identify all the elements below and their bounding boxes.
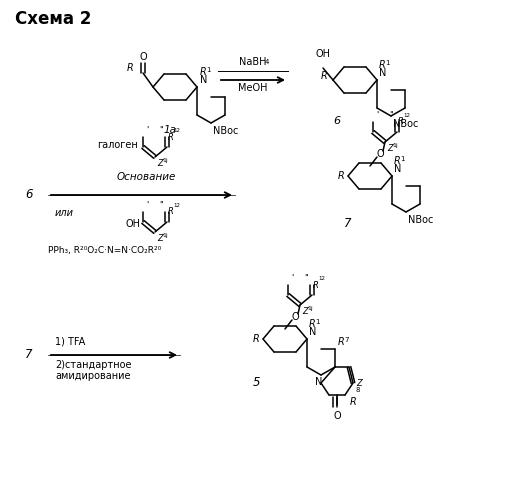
Text: 1j: 1j	[392, 143, 398, 148]
Text: '': ''	[389, 111, 393, 120]
Text: ': '	[146, 201, 148, 210]
Text: 12: 12	[173, 128, 180, 133]
Text: Z: Z	[356, 378, 362, 388]
Text: 1a: 1a	[164, 125, 177, 135]
Text: 8: 8	[356, 387, 360, 393]
Text: 5: 5	[253, 376, 261, 390]
Text: 7: 7	[344, 217, 352, 230]
Text: амидирование: амидирование	[55, 371, 130, 381]
Text: 12: 12	[403, 113, 410, 118]
Text: 1j: 1j	[307, 306, 312, 311]
Text: R: R	[338, 337, 345, 347]
Text: N: N	[315, 377, 322, 387]
Text: MeOH: MeOH	[238, 83, 268, 93]
Text: R: R	[168, 132, 174, 141]
Text: R: R	[126, 63, 133, 73]
Text: ': '	[376, 111, 378, 120]
Text: NBoc: NBoc	[213, 126, 238, 136]
Text: 2)стандартное: 2)стандартное	[55, 360, 132, 370]
Text: NBoc: NBoc	[393, 119, 418, 129]
Text: 12: 12	[318, 276, 325, 281]
Text: N: N	[309, 327, 316, 337]
Text: 12: 12	[173, 203, 180, 208]
Text: O: O	[376, 149, 384, 159]
Text: 7: 7	[344, 337, 349, 343]
Text: Схема 2: Схема 2	[15, 10, 92, 28]
Text: N: N	[200, 75, 207, 85]
Text: R: R	[350, 397, 357, 407]
Text: O: O	[139, 52, 147, 62]
Text: R: R	[309, 319, 316, 329]
Text: 6: 6	[25, 188, 33, 202]
Text: R: R	[200, 67, 207, 77]
Text: ': '	[291, 274, 294, 283]
Text: '': ''	[159, 126, 164, 135]
Text: ': '	[146, 126, 148, 135]
Text: 1: 1	[315, 319, 319, 325]
Text: 4: 4	[265, 59, 269, 65]
Text: N: N	[394, 164, 401, 174]
Text: 6: 6	[333, 116, 340, 126]
Text: N: N	[379, 68, 387, 78]
Text: OH: OH	[316, 49, 330, 59]
Text: 7: 7	[25, 348, 33, 362]
Text: R: R	[320, 71, 327, 81]
Text: Z: Z	[157, 159, 163, 168]
Text: '': ''	[159, 201, 164, 210]
Text: '': ''	[304, 274, 309, 283]
Text: Основание: Основание	[117, 172, 176, 182]
Text: Z: Z	[157, 234, 163, 243]
Text: PPh₃, R²⁰O₂C·N=N·CO₂R²⁰: PPh₃, R²⁰O₂C·N=N·CO₂R²⁰	[48, 246, 161, 254]
Text: R: R	[168, 208, 174, 216]
Text: OH: OH	[125, 219, 140, 229]
Text: O: O	[333, 411, 341, 421]
Text: NaBH: NaBH	[239, 57, 267, 67]
Text: Z: Z	[387, 144, 393, 153]
Text: 1: 1	[400, 156, 404, 162]
Text: Z: Z	[302, 307, 308, 316]
Text: R: R	[398, 118, 404, 126]
Text: галоген: галоген	[97, 140, 138, 150]
Text: R: R	[252, 334, 259, 344]
Text: 1: 1	[206, 67, 210, 73]
Text: R: R	[337, 171, 344, 181]
Text: 1j: 1j	[162, 233, 168, 238]
Text: NBoc: NBoc	[408, 215, 433, 225]
Text: O: O	[291, 312, 299, 322]
Text: 1) TFA: 1) TFA	[55, 337, 85, 347]
Text: R: R	[313, 280, 319, 289]
Text: или: или	[55, 208, 74, 218]
Text: R: R	[394, 156, 401, 166]
Text: 1: 1	[385, 60, 389, 66]
Text: R: R	[379, 60, 386, 70]
Text: 1j: 1j	[162, 158, 168, 163]
